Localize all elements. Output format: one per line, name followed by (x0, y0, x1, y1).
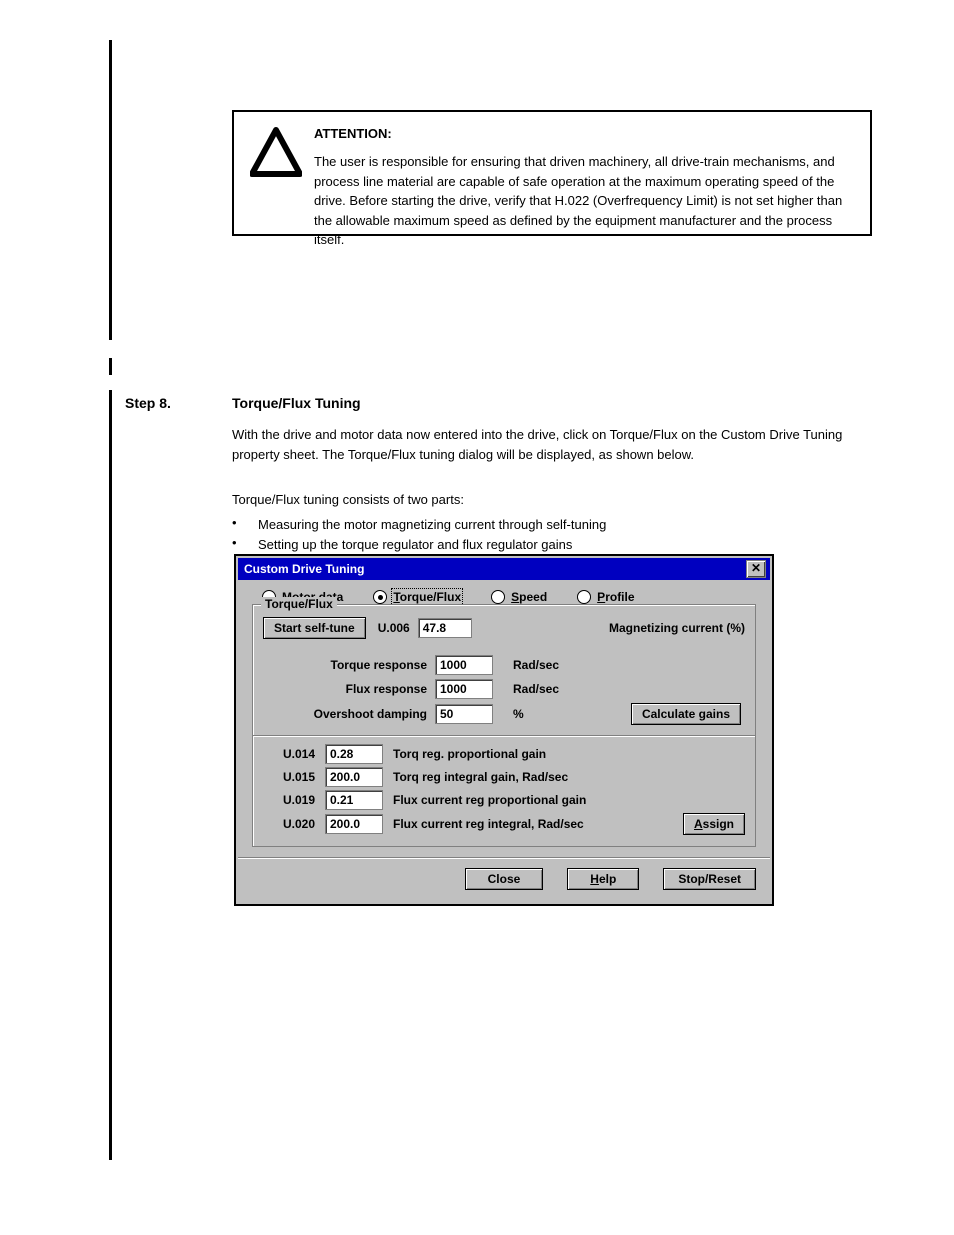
step-title: Torque/Flux Tuning (232, 395, 874, 411)
attention-text: The user is responsible for ensuring tha… (314, 152, 854, 250)
radio-dot-icon (577, 590, 591, 604)
radio-torque-flux-label: Torque/Flux (393, 590, 461, 604)
body-paragraph-2: Torque/Flux tuning consists of two parts… (232, 490, 874, 510)
radio-torque-flux[interactable]: Torque/Flux (373, 590, 461, 604)
stop-reset-button[interactable]: Stop/Reset (663, 868, 756, 890)
bullet-1-text: Measuring the motor magnetizing current … (258, 515, 874, 535)
flux-response-unit: Rad/sec (509, 677, 583, 701)
start-selftune-button[interactable]: Start self-tune (263, 617, 366, 639)
u020-code: U.020 (263, 817, 315, 831)
overshoot-label: Overshoot damping (263, 701, 431, 727)
u006-label: U.006 (378, 621, 410, 635)
u015-field[interactable]: 200.0 (325, 767, 383, 787)
u014-code: U.014 (263, 747, 315, 761)
u020-field[interactable]: 200.0 (325, 814, 383, 834)
step-number: Step 8. (125, 395, 171, 411)
u019-code: U.019 (263, 793, 315, 807)
radio-dot-icon (373, 590, 387, 604)
response-table: Torque response 1000 Rad/sec Flux respon… (263, 653, 745, 727)
dialog-button-row: Close Help Stop/Reset (238, 857, 770, 902)
overshoot-field[interactable]: 50 (435, 704, 493, 724)
torque-response-field[interactable]: 1000 (435, 655, 493, 675)
help-button[interactable]: Help (567, 868, 639, 890)
dialog-title: Custom Drive Tuning (244, 562, 364, 576)
u015-desc: Torq reg integral gain, Rad/sec (393, 770, 568, 784)
u020-desc: Flux current reg integral, Rad/sec (393, 817, 584, 831)
attention-heading-text: ATTENTION: (314, 126, 392, 141)
u006-caption: Magnetizing current (%) (484, 621, 745, 635)
bullet-2-text: Setting up the torque regulator and flux… (258, 535, 874, 555)
warning-triangle-icon (250, 126, 302, 178)
body-paragraph-1: With the drive and motor data now entere… (232, 425, 874, 464)
group-legend: Torque/Flux (261, 597, 337, 611)
u019-desc: Flux current reg proportional gain (393, 793, 586, 807)
attention-box: ATTENTION: The user is responsible for e… (232, 110, 872, 236)
bullet-1-marker: • (232, 515, 237, 530)
u019-field[interactable]: 0.21 (325, 790, 383, 810)
u015-code: U.015 (263, 770, 315, 784)
radio-profile-label: Profile (597, 590, 634, 604)
group-separator (253, 735, 755, 736)
dialog-titlebar[interactable]: Custom Drive Tuning ✕ (238, 558, 770, 580)
close-icon[interactable]: ✕ (746, 560, 766, 578)
flux-response-field[interactable]: 1000 (435, 679, 493, 699)
assign-button[interactable]: Assign (683, 813, 745, 835)
radio-profile[interactable]: Profile (577, 590, 634, 604)
radio-speed[interactable]: Speed (491, 590, 547, 604)
flux-response-label: Flux response (263, 677, 431, 701)
attention-heading: ATTENTION: (314, 126, 392, 141)
torque-response-label: Torque response (263, 653, 431, 677)
torque-flux-groupbox: Torque/Flux Start self-tune U.006 47.8 M… (252, 604, 756, 847)
torque-response-unit: Rad/sec (509, 653, 583, 677)
u006-field[interactable]: 47.8 (418, 618, 472, 638)
overshoot-unit: % (509, 701, 583, 727)
u014-desc: Torq reg. proportional gain (393, 747, 546, 761)
close-button[interactable]: Close (465, 868, 544, 890)
custom-drive-tuning-dialog: Custom Drive Tuning ✕ Motor data Torque/… (234, 554, 774, 906)
radio-dot-icon (491, 590, 505, 604)
calculate-gains-button[interactable]: Calculate gains (631, 703, 741, 725)
radio-speed-label: Speed (511, 590, 547, 604)
bullet-2-marker: • (232, 535, 237, 550)
u014-field[interactable]: 0.28 (325, 744, 383, 764)
